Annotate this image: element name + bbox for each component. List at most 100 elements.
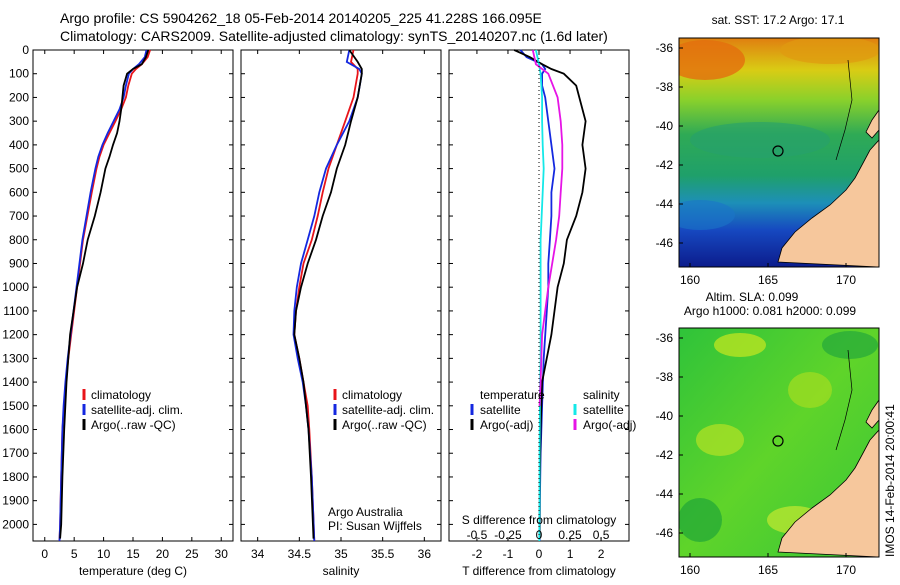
sst-map-title: sat. SST: 17.2 Argo: 17.1 (712, 13, 845, 27)
x-tick-label: 20 (156, 547, 170, 561)
legend-label: Argo(-adj) (583, 418, 636, 432)
map-y-tick-label: -42 (656, 448, 674, 462)
map-y-tick-label: -38 (656, 80, 674, 94)
y-tick-label: 600 (9, 185, 29, 199)
x-tick-label: 25 (185, 547, 199, 561)
header-line-1: Argo profile: CS 5904262_18 05-Feb-2014 … (60, 10, 542, 26)
map-x-tick-label: 160 (680, 273, 700, 287)
map-y-tick-label: -46 (656, 236, 674, 250)
x-tick-label: 5 (71, 547, 78, 561)
sla-map-title-1: Altim. SLA: 0.099 (706, 290, 799, 304)
series-line (519, 49, 556, 542)
x-tick-label: 1 (567, 547, 574, 561)
x-tick-label: 0 (536, 547, 543, 561)
x-tick-label: 10 (97, 547, 111, 561)
y-tick-label: 700 (9, 209, 29, 223)
sst-map-axes: -36 -38 -40 -42 -44 -46 160 165 170 (656, 41, 857, 287)
map-y-tick-label: -36 (656, 41, 674, 55)
imos-timestamp: IMOS 14-Feb-2014 20:00:41 (883, 404, 897, 557)
map-x-tick-label: 170 (836, 563, 856, 577)
sst-warm-patch (679, 40, 745, 80)
sla-high-patch (788, 372, 832, 408)
sst-land-south-island (777, 139, 879, 267)
y-tick-label: 100 (9, 67, 29, 81)
y-tick-label: 1000 (2, 280, 29, 294)
legend-title: temperature (480, 388, 545, 402)
salinity-tick-label: 0.25 (558, 528, 582, 542)
series-line (293, 49, 363, 539)
y-tick-label: 300 (9, 114, 29, 128)
sla-map-texture (679, 331, 879, 557)
legend-title: salinity (583, 388, 620, 402)
y-tick-label: 1200 (2, 328, 29, 342)
sla-high-patch (714, 333, 766, 357)
salinity-profile-chart: 34 34.5 35 35.5 36 salinity climatologysatelli… (240, 49, 442, 578)
salinity-tick-label: 0 (536, 528, 543, 542)
x-axis-label: temperature (deg C) (79, 564, 187, 578)
legend-label: satellite (583, 403, 624, 417)
series-line (58, 49, 151, 542)
x-tick-label: 34 (251, 547, 265, 561)
sla-land-coast-north (865, 399, 879, 429)
x-tick-label: 15 (126, 547, 140, 561)
y-tick-label: 1700 (2, 446, 29, 460)
map-y-tick-label: -42 (656, 158, 674, 172)
series-line (531, 49, 564, 406)
series-line (535, 49, 545, 542)
y-tick-label: 1900 (2, 494, 29, 508)
x-tick-label: -1 (503, 547, 514, 561)
map-x-tick-label: 165 (758, 273, 778, 287)
sla-map-title-2: Argo h1000: 0.081 h2000: 0.099 (684, 304, 856, 318)
map-y-tick-label: -40 (656, 409, 674, 423)
map-y-tick-label: -40 (656, 119, 674, 133)
map-x-tick-label: 165 (758, 563, 778, 577)
series-line (58, 49, 148, 542)
salinity-tick-label: -0.25 (494, 528, 522, 542)
sla-low-patch (822, 331, 878, 359)
y-tick-label: 1600 (2, 423, 29, 437)
annotation-text: PI: Susan Wijffels (328, 519, 422, 533)
x-tick-label: 0 (41, 547, 48, 561)
y-tick-label: 2000 (2, 517, 29, 531)
y-tick-label: 1800 (2, 470, 29, 484)
sst-warm-patch (780, 38, 879, 64)
sst-cool-patch (679, 200, 735, 230)
sst-contour-line (835, 59, 853, 161)
legend-label: climatology (342, 388, 402, 402)
salinity-tick-label: -0.5 (467, 528, 488, 542)
difference-profile-chart: -2 -1 0 1 2 T difference from climatology temp… (448, 49, 636, 578)
y-tick-label: 1300 (2, 351, 29, 365)
sla-contour-line (835, 349, 853, 451)
sst-land-coast-north (865, 109, 879, 139)
x-tick-label: 35.5 (371, 547, 395, 561)
annotation-text: Argo Australia (328, 505, 403, 519)
salinity-tick-label: 0.5 (593, 528, 610, 542)
y-tick-label: 500 (9, 162, 29, 176)
sst-map: sat. SST: 17.2 Argo: 17.1 -36 -38 -40 -42 -4… (656, 13, 880, 287)
x-axis-label: salinity (323, 564, 360, 578)
legend-label: climatology (91, 388, 151, 402)
sla-high-patch (696, 424, 744, 456)
map-y-tick-label: -36 (656, 331, 674, 345)
map-x-tick-label: 160 (680, 563, 700, 577)
x-tick-label: 35 (334, 547, 348, 561)
legend-label: Argo(..raw -QC) (342, 418, 427, 432)
sla-low-patch (679, 498, 722, 542)
temperature-profile-chart: 0100200300400500600700800900100011001200… (2, 43, 234, 578)
legend-label: Argo(..raw -QC) (91, 418, 176, 432)
x-tick-label: 34.5 (288, 547, 312, 561)
y-tick-label: 1500 (2, 399, 29, 413)
sla-land-south-island (777, 429, 879, 557)
plot-frame (240, 49, 442, 542)
sst-map-texture (679, 38, 879, 267)
series-line (293, 49, 359, 542)
y-tick-label: 200 (9, 90, 29, 104)
x-tick-label: 2 (598, 547, 605, 561)
y-tick-label: 400 (9, 138, 29, 152)
series-line (59, 49, 150, 539)
legend-label: satellite (480, 403, 521, 417)
argo-location-marker (772, 145, 784, 157)
map-y-tick-label: -46 (656, 526, 674, 540)
